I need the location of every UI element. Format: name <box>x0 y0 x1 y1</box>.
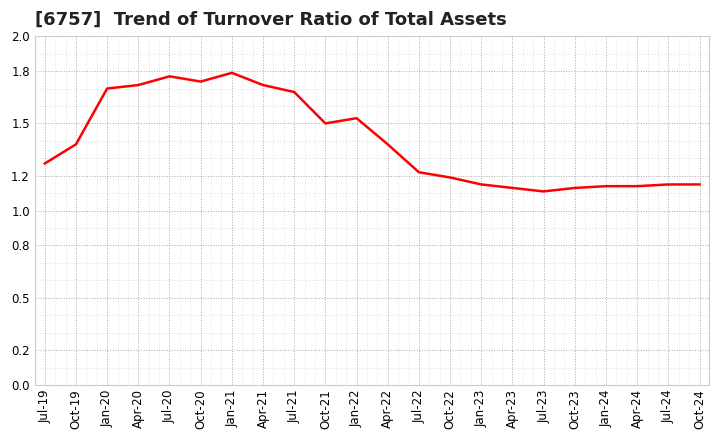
Text: [6757]  Trend of Turnover Ratio of Total Assets: [6757] Trend of Turnover Ratio of Total … <box>35 11 507 29</box>
